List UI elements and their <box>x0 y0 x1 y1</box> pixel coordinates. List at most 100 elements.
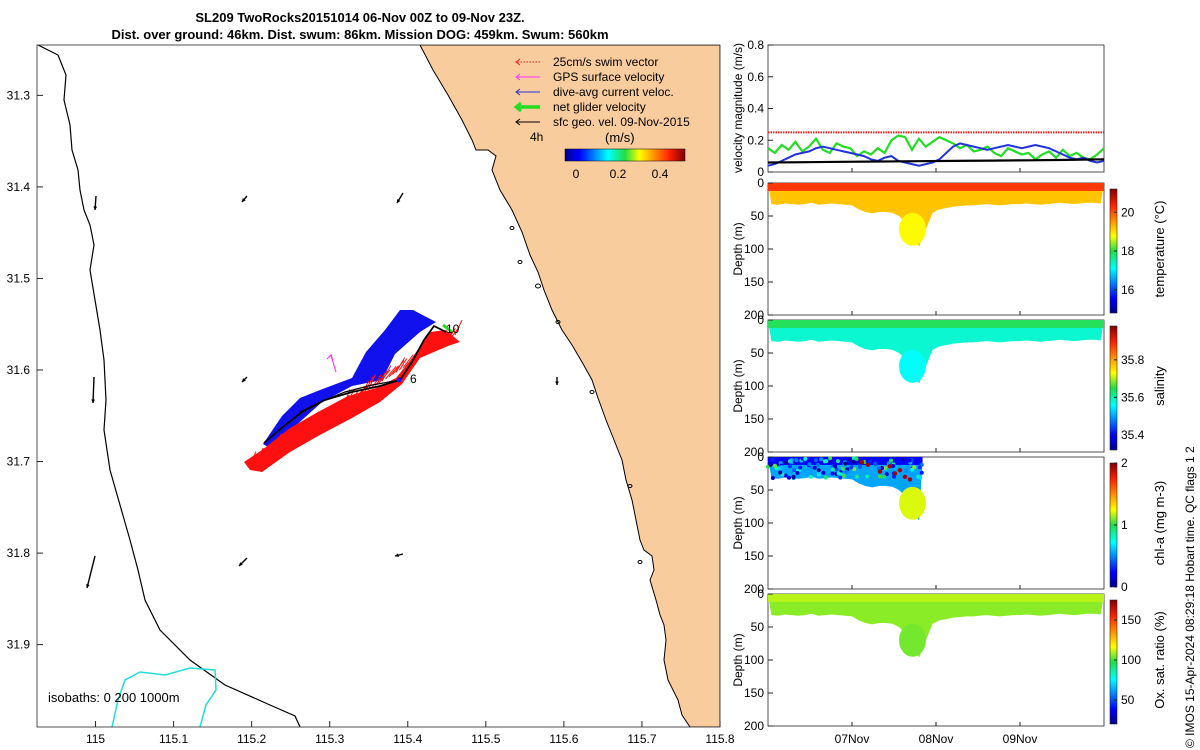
chl-sample <box>919 470 924 475</box>
imos-credit: © IMOS 15-Apr-2024 08:29:18 Hobart time.… <box>1183 446 1197 748</box>
swim-vector-tick <box>437 334 447 347</box>
velocity-ytick-label: 0.8 <box>747 38 764 52</box>
chl-sample <box>816 468 821 473</box>
swim-vector-swath <box>244 330 460 472</box>
section-surface-layer <box>768 594 1104 602</box>
chl-sample <box>877 474 882 479</box>
chl-sample <box>830 467 835 472</box>
chl-sample <box>821 470 826 475</box>
section-surface-layer <box>768 183 1104 191</box>
depth-ytick-label: 0 <box>757 176 764 190</box>
legend-gps-label: GPS surface velocity <box>553 70 664 84</box>
section-dip <box>899 623 926 657</box>
chl-sample <box>788 464 792 469</box>
swim-vector-tick <box>315 408 325 424</box>
colorbar-tick-label: 100 <box>1121 653 1141 667</box>
map-ytick-label: 31.6 <box>7 363 31 377</box>
net-velocity-arrow <box>442 323 453 334</box>
section-dip <box>899 486 926 520</box>
geo-velocity-arrowhead <box>239 562 243 566</box>
depth-ylabel: Depth (m) <box>731 496 745 549</box>
geo-velocity-arrowhead <box>397 199 401 203</box>
map-xtick-label: 115.3 <box>315 732 344 746</box>
map-panel: 115 115.1 115.2 115.3 115.4 115.5 115.6 115.7 11… <box>7 44 735 746</box>
section-body <box>768 457 923 521</box>
swim-vector-tick <box>256 447 264 461</box>
velocity-ytick-label: 0.4 <box>747 102 764 116</box>
chl-high-sample <box>865 462 871 468</box>
chl-sample <box>882 474 887 479</box>
chl-sample <box>813 458 818 463</box>
chl-sample <box>892 474 896 479</box>
chl-sample <box>787 475 791 480</box>
swim-vector-tick <box>444 330 454 342</box>
colorbar-tick-label: 35.4 <box>1121 428 1145 442</box>
current-vector-swath <box>263 310 436 448</box>
depth-ytick-label: 200 <box>744 582 764 596</box>
depth-ytick-label: 100 <box>744 242 764 256</box>
geo-velocity-arrow <box>92 376 95 404</box>
swim-vector-tick <box>371 374 382 389</box>
legend-current-label: dive-avg current veloc. <box>553 85 674 99</box>
swim-vector-tick <box>249 451 257 466</box>
depth-ylabel: Depth (m) <box>731 222 745 275</box>
velocity-panel: 0 0.2 0.4 0.6 0.8 velocity magnitude (m/s) <box>731 38 1105 179</box>
chl-sample <box>795 470 800 475</box>
colorbar-tick-label: 50 <box>1121 693 1135 707</box>
chl-sample <box>855 474 859 479</box>
chl-high-sample <box>897 468 903 473</box>
map-xtick-label: 115.5 <box>471 732 500 746</box>
chl-sample <box>840 466 845 471</box>
depth-ytick-label: 200 <box>744 445 764 459</box>
chl-sample <box>824 459 829 464</box>
map-ytick-label: 31.7 <box>7 455 31 469</box>
depth-ytick-label: 150 <box>744 275 764 289</box>
chl-sample <box>791 475 796 479</box>
map-xtick-label: 115.2 <box>237 732 266 746</box>
swim-vector-tick <box>263 444 273 457</box>
map-xtick-label: 115 <box>86 732 105 746</box>
swim-vector-tick <box>395 357 406 373</box>
swim-vector-tick <box>385 366 397 380</box>
track-label-6: 6 <box>410 372 417 386</box>
chl-high-sample <box>859 460 865 465</box>
chl-sample <box>849 465 854 470</box>
time-tick-07nov: 07Nov <box>835 732 870 746</box>
geo-velocity-arrowhead <box>85 584 90 588</box>
colorbar-label: salinity <box>1152 366 1167 406</box>
chl-sample <box>880 466 884 470</box>
section-surface-layer <box>768 320 1104 328</box>
swim-vector-tick <box>336 398 346 411</box>
swim-vector-tick <box>284 426 297 444</box>
velocity-axes <box>767 44 1105 173</box>
velocity-ytick-label: 0 <box>757 165 764 179</box>
chl-sample <box>876 466 881 471</box>
chl-sample <box>851 459 856 464</box>
depth-ytick-label: 150 <box>744 686 764 700</box>
chl-sample <box>836 471 841 476</box>
map-ytick-label: 31.3 <box>7 88 31 102</box>
swim-vector-tick <box>332 401 341 413</box>
depth-ytick-label: 0 <box>757 313 764 327</box>
legend-sfc-label: sfc geo. vel. 09-Nov-2015 <box>553 115 690 129</box>
depth-panel-3: 0 50 100 150 200 Depth (m) 50 100 150 Ox. sat. ra… <box>731 587 1167 733</box>
geo-velocity-arrowhead <box>93 206 98 210</box>
chl-sample <box>828 456 833 461</box>
chl-sample <box>883 466 888 471</box>
geo-velocity-arrow <box>86 555 96 589</box>
track-label-10: 10 <box>446 322 460 336</box>
chl-sample <box>838 475 843 480</box>
depth-ylabel: Depth (m) <box>731 359 745 412</box>
swim-vector-tick <box>423 341 432 356</box>
section-body <box>768 183 1104 247</box>
depth-ytick-label: 50 <box>751 346 765 360</box>
chl-sample <box>844 470 849 474</box>
swim-vector-tick <box>402 354 414 369</box>
swim-vector-tick <box>360 380 370 395</box>
legend-net-arrowhead <box>513 101 522 113</box>
swim-vector-tick <box>277 432 287 448</box>
legend-cbar-tick-2: 0.4 <box>652 167 669 181</box>
swim-vector-tick <box>374 370 388 386</box>
chl-sample <box>912 465 917 470</box>
map-xtick-label: 115.7 <box>627 732 656 746</box>
